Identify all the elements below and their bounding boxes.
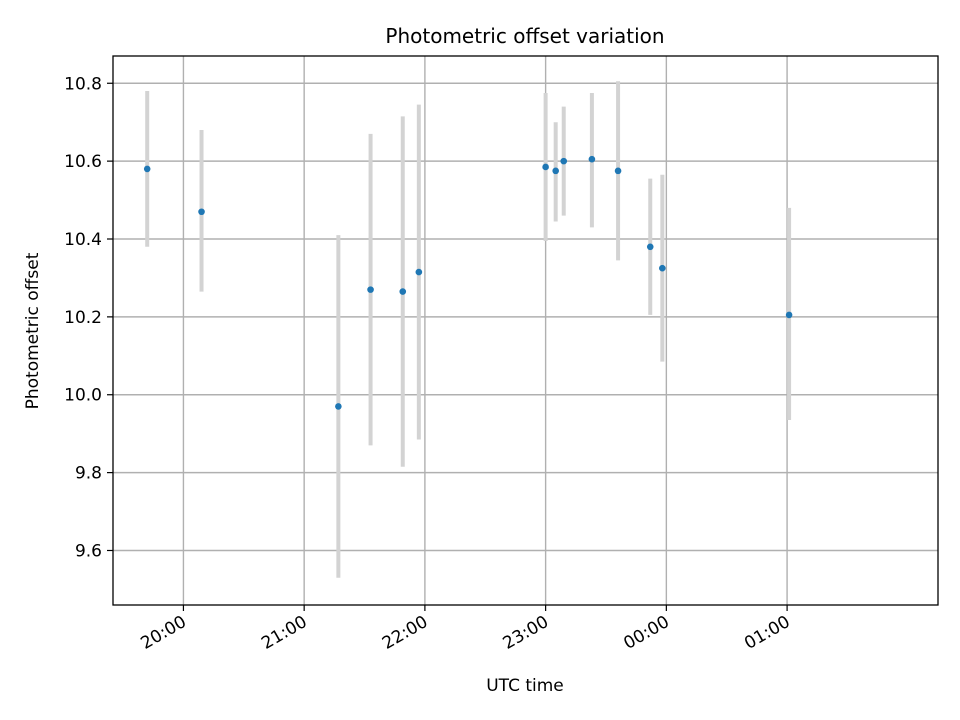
data-point	[588, 155, 596, 163]
y-tick-label: 9.6	[75, 541, 102, 561]
data-point	[614, 167, 622, 175]
data-point	[785, 311, 793, 319]
data-point	[198, 208, 205, 216]
y-tick-label: 10.6	[64, 152, 102, 172]
data-point	[542, 163, 549, 171]
data-point	[143, 165, 151, 173]
y-axis-ticks: 9.6 9.8 10.0 10.2 10.4 10.6 10.8	[64, 74, 113, 561]
y-tick-label: 9.8	[75, 464, 102, 484]
data-point	[560, 157, 568, 165]
grid	[113, 56, 938, 605]
data-points	[143, 155, 793, 410]
y-tick-label: 10.4	[64, 230, 102, 250]
data-point	[415, 268, 423, 276]
data-point	[646, 243, 654, 251]
y-tick-label: 10.8	[64, 74, 102, 94]
y-tick-label: 10.0	[64, 386, 102, 406]
y-tick-label: 10.2	[64, 308, 102, 328]
data-point	[659, 264, 666, 272]
data-point	[552, 167, 559, 175]
x-axis-label: UTC time	[486, 676, 564, 696]
y-axis-label: Photometric offset	[23, 252, 43, 409]
chart-title: Photometric offset variation	[385, 24, 664, 48]
plot-frame	[112, 55, 939, 606]
data-point	[367, 286, 374, 293]
data-point	[335, 403, 342, 410]
data-point	[399, 288, 407, 295]
